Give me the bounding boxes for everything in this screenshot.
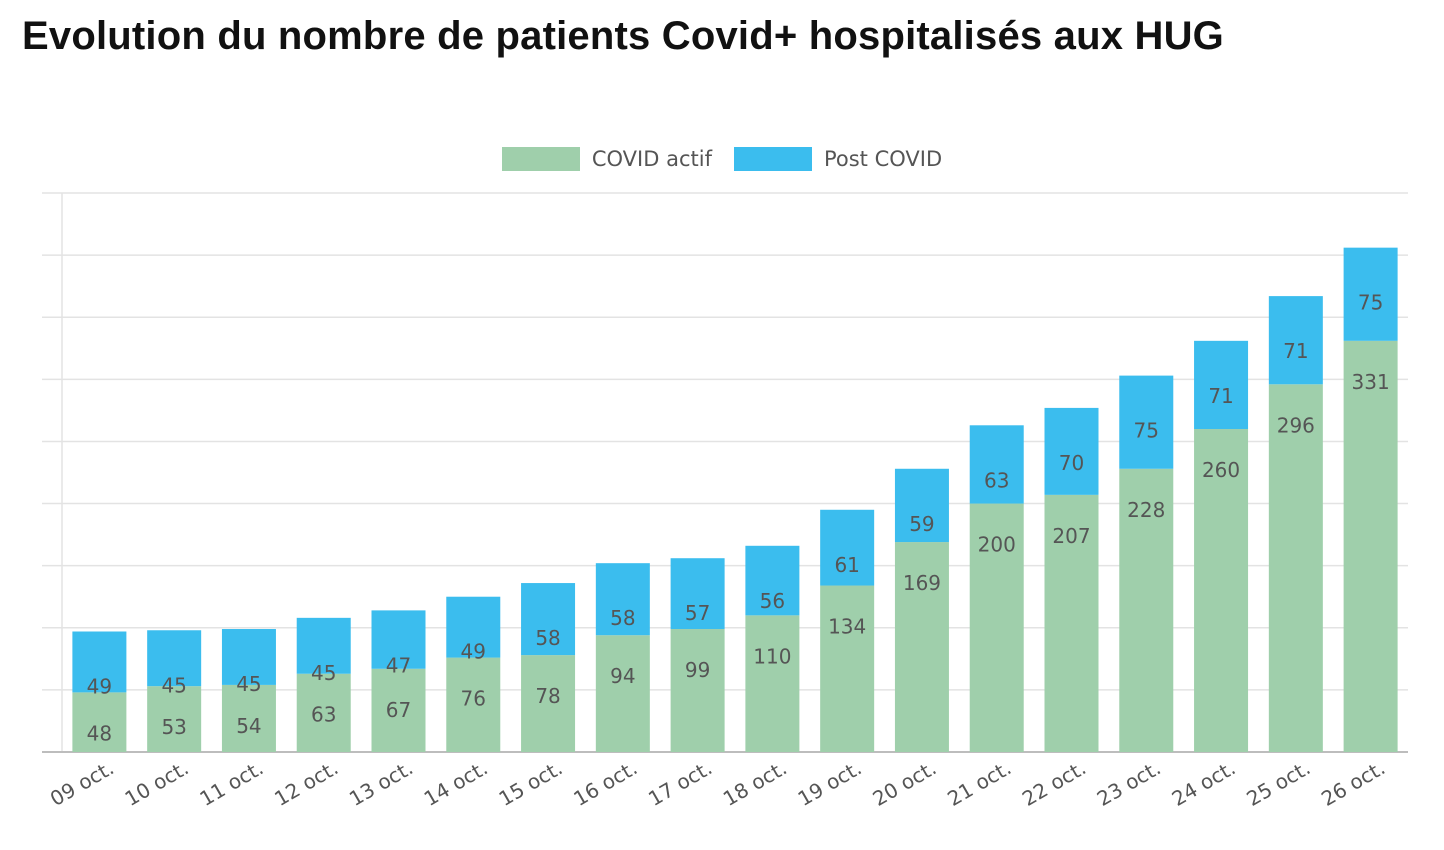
data-label-covid-actif: 76 [461, 687, 486, 711]
legend-label-post-covid: Post COVID [823, 147, 943, 171]
x-tick-label: 25 oct. [1242, 756, 1314, 811]
bar-post-covid[interactable] [969, 425, 1024, 504]
x-tick-label: 26 oct. [1317, 756, 1389, 811]
bar-post-covid[interactable] [820, 509, 875, 586]
bar-post-covid[interactable] [1268, 296, 1323, 385]
data-label-covid-actif: 169 [903, 571, 941, 595]
data-label-covid-actif: 53 [161, 715, 186, 739]
x-tick-label: 17 oct. [644, 756, 716, 811]
bar-covid-actif[interactable] [1119, 468, 1174, 752]
data-label-covid-actif: 48 [87, 721, 112, 745]
bar-covid-actif[interactable] [1343, 340, 1398, 752]
data-label-post-covid: 58 [610, 606, 635, 630]
bar-covid-actif[interactable] [969, 503, 1024, 752]
data-label-covid-actif: 296 [1277, 413, 1315, 437]
data-label-post-covid: 45 [311, 661, 336, 685]
legend-item-covid-actif[interactable]: COVID actif [501, 147, 712, 171]
bar-post-covid[interactable] [446, 596, 501, 658]
bar-covid-actif[interactable] [446, 657, 501, 752]
data-label-covid-actif: 99 [685, 658, 710, 682]
bar-covid-actif[interactable] [147, 686, 202, 752]
legend-swatch-covid-actif [501, 147, 580, 171]
x-tick-label: 23 oct. [1093, 756, 1165, 811]
data-label-post-covid: 45 [161, 673, 186, 697]
chart-title: Evolution du nombre de patients Covid+ h… [22, 14, 1224, 58]
data-label-post-covid: 61 [834, 553, 859, 577]
bar-covid-actif[interactable] [1268, 384, 1323, 752]
bar-post-covid[interactable] [72, 631, 127, 693]
bar-covid-actif[interactable] [894, 542, 949, 752]
data-label-covid-actif: 67 [386, 698, 411, 722]
data-label-post-covid: 58 [535, 626, 560, 650]
x-tick-label: 21 oct. [943, 756, 1015, 811]
bar-covid-actif[interactable] [820, 585, 875, 752]
legend-swatch-post-covid [733, 147, 812, 171]
x-tick-label: 24 oct. [1168, 756, 1240, 811]
data-label-post-covid: 56 [760, 589, 785, 613]
bar-covid-actif[interactable] [745, 615, 800, 752]
bar-post-covid[interactable] [1044, 407, 1099, 495]
data-label-post-covid: 71 [1283, 339, 1308, 363]
bar-covid-actif[interactable] [296, 673, 351, 752]
bar-post-covid[interactable] [521, 583, 576, 656]
x-tick-label: 14 oct. [420, 756, 492, 811]
x-tick-label: 19 oct. [794, 756, 866, 811]
bar-post-covid[interactable] [1343, 247, 1398, 341]
data-label-covid-actif: 63 [311, 703, 336, 727]
x-tick-label: 16 oct. [569, 756, 641, 811]
data-label-post-covid: 63 [984, 468, 1009, 492]
data-label-post-covid: 75 [1358, 291, 1383, 315]
data-label-covid-actif: 228 [1127, 498, 1165, 522]
data-label-covid-actif: 331 [1352, 370, 1390, 394]
data-label-covid-actif: 110 [753, 644, 791, 668]
legend-label-covid-actif: COVID actif [591, 147, 712, 171]
bar-covid-actif[interactable] [595, 635, 650, 752]
bar-post-covid[interactable] [595, 563, 650, 636]
bar-post-covid[interactable] [670, 558, 725, 630]
data-label-covid-actif: 200 [978, 533, 1016, 557]
x-tick-label: 10 oct. [121, 756, 193, 811]
data-label-covid-actif: 78 [535, 684, 560, 708]
bar-covid-actif[interactable] [521, 655, 576, 752]
x-tick-label: 13 oct. [345, 756, 417, 811]
x-tick-label: 09 oct. [46, 756, 118, 811]
bar-post-covid[interactable] [894, 468, 949, 543]
chart-legend: COVID actif Post COVID [0, 147, 1444, 171]
bar-post-covid[interactable] [1194, 340, 1249, 430]
data-label-post-covid: 45 [236, 672, 261, 696]
data-label-post-covid: 49 [87, 675, 112, 699]
bar-post-covid[interactable] [1119, 375, 1174, 469]
data-label-post-covid: 57 [685, 601, 710, 625]
bar-post-covid[interactable] [221, 629, 276, 685]
data-label-post-covid: 49 [461, 640, 486, 664]
data-label-post-covid: 71 [1208, 384, 1233, 408]
bar-post-covid[interactable] [371, 610, 426, 669]
bar-covid-actif[interactable] [72, 692, 127, 752]
data-label-covid-actif: 94 [610, 664, 635, 688]
data-label-covid-actif: 260 [1202, 458, 1240, 482]
bar-covid-actif[interactable] [371, 668, 426, 752]
bar-post-covid[interactable] [147, 630, 202, 687]
bar-covid-actif[interactable] [221, 684, 276, 752]
x-tick-label: 18 oct. [719, 756, 791, 811]
x-tick-label: 20 oct. [868, 756, 940, 811]
data-label-post-covid: 70 [1059, 451, 1084, 475]
bar-covid-actif[interactable] [1044, 494, 1099, 752]
bar-covid-actif[interactable] [1194, 429, 1249, 752]
bar-post-covid[interactable] [745, 545, 800, 616]
data-label-covid-actif: 207 [1052, 524, 1090, 548]
data-label-post-covid: 59 [909, 512, 934, 536]
x-tick-label: 15 oct. [495, 756, 567, 811]
data-label-post-covid: 75 [1134, 419, 1159, 443]
bar-post-covid[interactable] [296, 617, 351, 674]
bar-covid-actif[interactable] [670, 629, 725, 752]
x-tick-label: 12 oct. [270, 756, 342, 811]
x-tick-label: 11 oct. [195, 756, 267, 811]
x-tick-label: 22 oct. [1018, 756, 1090, 811]
data-label-covid-actif: 54 [236, 714, 261, 738]
legend-item-post-covid[interactable]: Post COVID [733, 147, 943, 171]
data-label-post-covid: 47 [386, 653, 411, 677]
data-label-covid-actif: 134 [828, 615, 866, 639]
